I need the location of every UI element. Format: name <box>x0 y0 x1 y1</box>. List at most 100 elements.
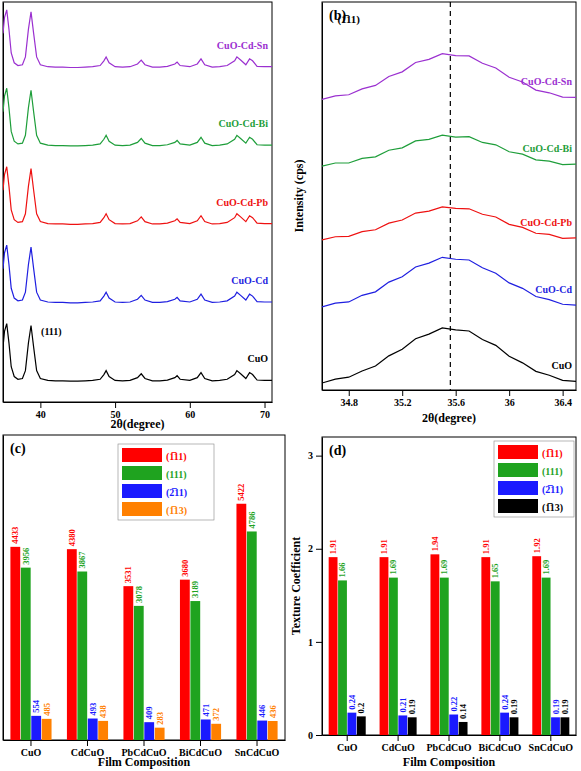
legend-swatch <box>498 481 538 495</box>
panel-title: (d) <box>329 443 346 459</box>
x-tick: 36.4 <box>554 390 572 408</box>
x-axis-line <box>4 402 273 403</box>
x-tick: 60 <box>185 402 195 420</box>
panel-title: (b) <box>329 8 346 24</box>
series-label: CuO <box>551 360 572 371</box>
series-line <box>322 257 576 307</box>
plot-area <box>329 554 570 735</box>
panel: 405060702θ(degree)CuOCuO-CdCuO-Cd-PbCuO-… <box>3 2 273 431</box>
data-label: 1.94 <box>430 536 440 552</box>
data-label: 3078 <box>134 586 144 603</box>
y-tick: 2 <box>308 543 322 554</box>
data-label: 0.19 <box>560 699 570 714</box>
x-tick-label: CdCuO <box>381 742 415 753</box>
figure-svg: 405060702θ(degree)CuOCuO-CdCuO-Cd-PbCuO-… <box>0 0 581 771</box>
series-line <box>3 10 272 68</box>
data-label: 554 <box>31 699 41 713</box>
bar <box>134 606 144 740</box>
data-label: 493 <box>88 703 98 716</box>
bar <box>190 601 200 740</box>
bar <box>491 581 500 735</box>
x-tick-mark <box>398 735 399 741</box>
series-line <box>322 207 576 240</box>
bar <box>551 717 560 735</box>
data-label: 446 <box>257 705 267 718</box>
y-tick: 0 <box>308 730 322 741</box>
x-tick-mark <box>456 390 457 396</box>
data-label: 1.91 <box>379 539 389 554</box>
x-tick-mark <box>550 735 551 741</box>
x-tick-mark <box>499 735 500 741</box>
data-label: 3189 <box>190 581 200 598</box>
bar <box>236 504 246 740</box>
x-tick-mark <box>115 402 116 408</box>
x-axis: CuOCdCuOPbCdCuOBiCdCuOSnCdCuO <box>323 735 577 753</box>
series-label: CuO-Cd-Pb <box>216 197 268 208</box>
bar <box>201 719 211 740</box>
legend-label: (2̅11) <box>166 487 187 499</box>
data-label: 3867 <box>77 551 87 569</box>
y-axis-line <box>322 438 323 736</box>
x-tick-label: 34.8 <box>340 397 358 408</box>
legend-box <box>494 441 574 517</box>
bar <box>77 572 87 740</box>
x-tick: CuO <box>337 735 358 753</box>
data-label: 471 <box>201 704 211 717</box>
x-tick-mark <box>87 740 88 746</box>
series-label: CuO-Cd-Pb <box>520 217 572 228</box>
x-axis-title: 2θ(degree) <box>110 417 164 431</box>
x-tick-mark <box>40 402 41 408</box>
x-tick-mark <box>144 740 145 746</box>
x-axis-title: Film Composition <box>98 755 191 769</box>
x-axis-line <box>323 390 577 391</box>
series-line <box>322 328 576 383</box>
panel-title: (c) <box>10 441 26 457</box>
data-label: 1.69 <box>541 560 551 575</box>
panel: CuOCdCuOPbCdCuOBiCdCuOSnCdCuOFilm Compos… <box>3 435 286 769</box>
x-tick-mark <box>402 390 403 396</box>
y-tick-mark <box>316 549 322 550</box>
y-axis-title: Texture Coefficient <box>289 537 303 635</box>
data-label: 1.69 <box>388 560 398 575</box>
plot-texts: CuOCuO-CdCuO-Cd-PbCuO-Cd-BiCuO-Cd-Sn(111… <box>41 40 268 365</box>
legend-swatch <box>498 445 538 459</box>
x-tick-label: 36.4 <box>554 397 572 408</box>
x-tick-label: SnCdCuO <box>235 747 280 758</box>
series-label: CuO <box>247 353 268 364</box>
x-axis: 34.8 35.2 35.6 36 36.4 <box>323 390 577 408</box>
series-line <box>3 245 272 303</box>
x-tick-label: CuO <box>337 742 358 753</box>
legend-label: (1̅13) <box>542 502 563 514</box>
data-label: 3680 <box>180 560 190 577</box>
plot-area <box>322 2 576 390</box>
x-axis-title: Film Composition <box>403 755 496 769</box>
y-tick-label: 0 <box>308 730 313 741</box>
legend-label: (111) <box>542 466 563 478</box>
legend-swatch <box>122 484 162 498</box>
plot-texts: 1.911.911.941.911.921.661.691.691.651.69… <box>328 536 570 719</box>
bar <box>10 547 20 740</box>
bar <box>389 578 398 735</box>
x-tick-label: 36 <box>505 397 515 408</box>
data-label: 3531 <box>123 566 133 583</box>
legend-swatch <box>498 463 538 477</box>
data-label: 4786 <box>247 511 257 528</box>
bar <box>98 721 108 740</box>
bar <box>268 721 278 740</box>
bar <box>257 721 267 740</box>
bar <box>21 568 31 740</box>
data-label: 409 <box>144 706 154 719</box>
bar <box>398 715 407 735</box>
series-line <box>322 54 576 100</box>
legend-swatch <box>498 499 538 513</box>
bar <box>430 554 439 735</box>
bar <box>42 719 52 740</box>
x-tick-label: 35.6 <box>447 397 465 408</box>
x-tick-label: 70 <box>260 409 270 420</box>
panel: 34.835.235.63636.42θ(degree)Intensity (c… <box>292 2 577 425</box>
bar <box>155 728 165 740</box>
legend-label: (1̅11) <box>542 448 563 460</box>
series-line <box>3 324 272 382</box>
x-tick: 35.2 <box>394 390 412 408</box>
y-tick-mark <box>316 735 322 736</box>
